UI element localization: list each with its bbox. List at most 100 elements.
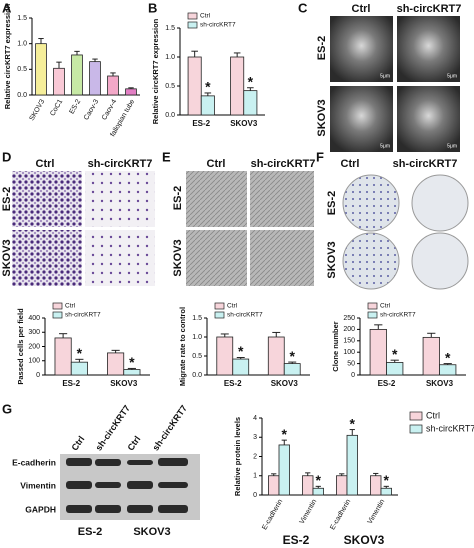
row-header: ES-2	[1, 187, 13, 211]
column-header: Ctrl	[36, 158, 55, 170]
legend-swatch	[187, 12, 198, 20]
y-tick-label: 200	[28, 343, 40, 350]
blot-band	[158, 505, 188, 513]
significance-mark: *	[205, 79, 211, 95]
blot-band	[95, 482, 121, 488]
y-tick-label: 0.0	[165, 112, 175, 119]
y-tick-label: 1.5	[192, 315, 202, 322]
group-label: ES-2	[78, 526, 102, 538]
y-tick-label: 0.5	[17, 66, 27, 73]
y-tick-label: 100	[343, 349, 355, 356]
group-label: SKOV3	[133, 526, 170, 538]
bar	[369, 328, 387, 376]
x-tick-label: ES-2	[378, 379, 396, 388]
column-header: Ctrl	[352, 3, 371, 15]
significance-mark: *	[77, 345, 83, 361]
legend-label: sh-circKRT7	[200, 22, 236, 29]
transwell-image	[85, 171, 155, 227]
x-tick-label: SKOV3	[426, 379, 454, 388]
panel-label: D	[2, 149, 11, 164]
colony-dish	[411, 232, 469, 290]
bar	[386, 362, 404, 376]
column-header: sh-circKRT7	[251, 158, 316, 170]
significance-mark: *	[445, 349, 451, 365]
row-header: SKOV3	[1, 239, 13, 276]
bar	[123, 369, 141, 376]
x-tick-label: SKOV3	[271, 379, 299, 388]
panel-e-images: Ctrl sh-circKRT7 ES-2 SKOV3	[172, 158, 315, 286]
bar	[268, 475, 280, 496]
y-tick-label: 3	[253, 434, 257, 441]
panel-label: A	[2, 0, 12, 15]
y-tick-label: 1.0	[165, 54, 175, 61]
y-tick-label: 300	[28, 329, 40, 336]
sem-image	[397, 86, 460, 152]
transwell-image	[12, 230, 82, 286]
row-header: SKOV3	[326, 241, 338, 278]
bar	[346, 434, 358, 496]
wound-image	[250, 230, 314, 286]
blot-band	[127, 505, 153, 513]
group-label: ES-2	[283, 533, 310, 547]
y-tick-label: 1.5	[17, 15, 27, 22]
scale-bar: 5μm	[447, 73, 457, 79]
bar	[187, 56, 202, 116]
bar	[243, 90, 258, 116]
legend-label: Ctrl	[227, 303, 238, 310]
x-tick-label: Vimentin	[299, 498, 319, 525]
blot-band	[95, 505, 121, 513]
bar	[107, 75, 119, 96]
column-header: sh-circKRT7	[88, 158, 153, 170]
panel-label: B	[148, 0, 157, 15]
significance-mark: *	[316, 472, 322, 488]
x-tick-label: SKOV3	[110, 379, 138, 388]
y-tick-label: 1.0	[17, 41, 27, 48]
significance-mark: *	[392, 346, 398, 362]
scale-bar: 5μm	[380, 73, 390, 79]
wound-image	[186, 171, 247, 227]
y-tick-label: 1.0	[192, 334, 202, 341]
legend-swatch	[214, 311, 225, 319]
bar	[230, 56, 245, 116]
y-tick-label: 250	[343, 315, 355, 322]
legend-label: Ctrl	[65, 303, 76, 310]
row-header: ES-2	[172, 186, 184, 210]
bar	[422, 336, 440, 376]
sem-image	[330, 86, 393, 152]
blot-band	[66, 481, 92, 489]
bar	[71, 54, 83, 96]
y-tick-label: 100	[28, 358, 40, 365]
blot-band	[127, 481, 153, 489]
legend-label: sh-circKRT7	[227, 312, 263, 319]
x-tick-label: ES-2	[68, 98, 82, 115]
protein-label: Vimentin	[20, 480, 56, 490]
lane-label: Ctrl	[69, 434, 86, 452]
y-tick-label: 0	[36, 372, 40, 379]
group-label: SKOV3	[344, 533, 385, 547]
column-header: Ctrl	[207, 158, 226, 170]
bar	[200, 95, 215, 116]
transwell-image	[85, 230, 155, 286]
legend-label: sh-circKRT7	[65, 312, 101, 319]
panel-c-images: Ctrl sh-circKRT7 ES-2 SKOV3 5μm 5μm 5μm …	[316, 3, 461, 152]
colony-dish	[342, 232, 400, 290]
bar	[439, 364, 457, 376]
legend-swatch	[187, 21, 198, 29]
x-tick-label: ES-2	[62, 379, 80, 388]
legend-label: Ctrl	[380, 303, 391, 310]
western-blot: Ctrl sh-circKRT7 Ctrl sh-circKRT7 E-cadh…	[12, 403, 200, 538]
y-tick-label: 0.0	[17, 92, 27, 99]
y-tick-label: 0.5	[165, 83, 175, 90]
legend-swatch	[367, 302, 378, 310]
scale-bar: 5μm	[380, 143, 390, 149]
bar	[35, 43, 47, 96]
colony-dish	[411, 174, 469, 232]
panel-d-images: Ctrl sh-circKRT7 ES-2 SKOV3	[1, 158, 155, 286]
y-tick-label: 150	[343, 338, 355, 345]
legend-swatch	[52, 302, 63, 310]
blot-band	[95, 459, 121, 466]
bar	[336, 475, 348, 496]
row-header: SKOV3	[172, 239, 184, 276]
legend-label: sh-circKRT7	[380, 312, 416, 319]
legend-label: Ctrl	[200, 13, 211, 20]
